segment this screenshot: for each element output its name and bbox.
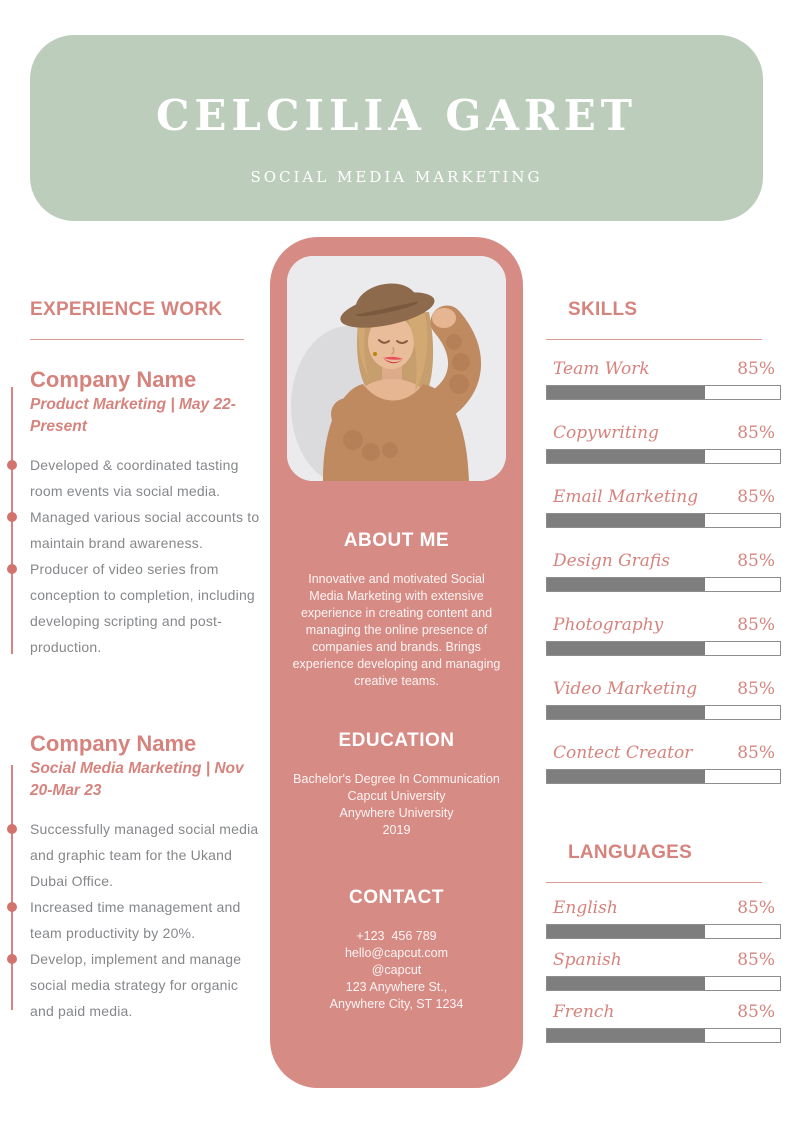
company-name: Company Name — [30, 366, 197, 392]
skill-row: Contect Creator 85% — [546, 742, 781, 784]
profile-photo — [287, 256, 506, 481]
skill-row: Email Marketing 85% — [546, 486, 781, 528]
skill-bar — [546, 448, 781, 464]
skill-bar-fill — [547, 705, 706, 719]
language-bar-fill — [547, 924, 706, 938]
job-entry: Company Name Social Media Marketing | No… — [7, 730, 260, 1024]
skill-value: 85% — [737, 678, 775, 699]
language-value: 85% — [737, 949, 775, 970]
languages-list: English 85% Spanish 85% French 85% — [546, 897, 781, 1043]
job-bullet: Producer of video series from conception… — [7, 556, 260, 660]
company-name: Company Name — [30, 730, 197, 756]
skill-bar — [546, 704, 781, 720]
skill-value: 85% — [737, 422, 775, 443]
skill-bar-fill — [547, 449, 706, 463]
job-bullet: Increased time management and team produ… — [7, 894, 260, 946]
job-bullet-list: Successfully managed social media and gr… — [7, 816, 260, 1024]
job-bullet: Develop, implement and manage social med… — [7, 946, 260, 1024]
experience-section: EXPERIENCE WORK Company Name Product Mar… — [7, 283, 260, 1024]
education-line: Bachelor's Degree In Communication — [293, 772, 500, 786]
language-bar-fill — [547, 1028, 706, 1042]
job-entry: Company Name Product Marketing | May 22-… — [7, 366, 260, 660]
contact-email: hello@capcut.com — [344, 946, 448, 960]
experience-divider — [30, 338, 244, 340]
contact-lines: +123 456 789 hello@capcut.com @capcut 12… — [270, 928, 523, 1013]
job-bullet: Developed & coordinated tasting room eve… — [7, 452, 260, 504]
skill-bar-fill — [547, 641, 706, 655]
language-label: French — [553, 1001, 615, 1022]
job-meta: Product Marketing | May 22-Present — [30, 395, 236, 435]
skill-value: 85% — [737, 742, 775, 763]
skill-label: Copywriting — [553, 422, 659, 443]
skill-bar-fill — [547, 513, 706, 527]
education-title: EDUCATION — [338, 730, 455, 751]
person-name: CELCILIA GARET — [155, 91, 638, 140]
skill-bar — [546, 640, 781, 656]
language-bar-fill — [547, 976, 706, 990]
about-text: Innovative and motivated Social Media Ma… — [292, 572, 501, 688]
skill-bar-fill — [547, 577, 706, 591]
languages-divider — [546, 881, 762, 883]
language-row: French 85% — [546, 1001, 781, 1043]
skill-bar — [546, 576, 781, 592]
timeline-line — [11, 764, 13, 1010]
education-line: Capcut University — [347, 789, 446, 803]
skill-bar-fill — [547, 385, 706, 399]
job-bullet-list: Developed & coordinated tasting room eve… — [7, 452, 260, 660]
contact-address-line1: 123 Anywhere St., — [345, 980, 448, 994]
language-bar — [546, 975, 781, 991]
person-role: SOCIAL MEDIA MARKETING — [250, 168, 543, 186]
skill-value: 85% — [737, 358, 775, 379]
skill-bar — [546, 384, 781, 400]
skills-section: SKILLS Team Work 85% Copywriting 85% Ema… — [546, 283, 781, 1053]
header-banner: CELCILIA GARET SOCIAL MEDIA MARKETING — [30, 35, 763, 221]
skill-label: Video Marketing — [553, 678, 698, 699]
education-lines: Bachelor's Degree In Communication Capcu… — [270, 771, 523, 839]
contact-title: CONTACT — [349, 887, 444, 908]
contact-address-line2: Anywhere City, ST 1234 — [329, 997, 464, 1011]
job-bullet: Managed various social accounts to maint… — [7, 504, 260, 556]
language-label: English — [553, 897, 618, 918]
skill-value: 85% — [737, 614, 775, 635]
skill-label: Photography — [553, 614, 664, 635]
contact-social: @capcut — [371, 963, 422, 977]
education-line: 2019 — [382, 823, 411, 837]
skill-value: 85% — [737, 550, 775, 571]
language-value: 85% — [737, 897, 775, 918]
skill-row: Copywriting 85% — [546, 422, 781, 464]
skills-list: Team Work 85% Copywriting 85% Email Mark… — [546, 358, 781, 784]
skill-row: Photography 85% — [546, 614, 781, 656]
about-title: ABOUT ME — [343, 530, 450, 551]
skill-bar — [546, 768, 781, 784]
skill-row: Video Marketing 85% — [546, 678, 781, 720]
job-meta: Social Media Marketing | Nov 20-Mar 23 — [30, 759, 244, 799]
skill-bar-fill — [547, 769, 706, 783]
skill-label: Team Work — [553, 358, 650, 379]
skills-divider — [546, 338, 762, 340]
skills-title: SKILLS — [568, 298, 638, 320]
language-row: English 85% — [546, 897, 781, 939]
language-bar — [546, 1027, 781, 1043]
skill-label: Email Marketing — [553, 486, 699, 507]
language-bar — [546, 923, 781, 939]
language-row: Spanish 85% — [546, 949, 781, 991]
job-bullet: Successfully managed social media and gr… — [7, 816, 260, 894]
profile-card: ABOUT ME Innovative and motivated Social… — [270, 237, 523, 1088]
languages-title: LANGUAGES — [568, 841, 693, 863]
skill-row: Team Work 85% — [546, 358, 781, 400]
education-line: Anywhere University — [339, 806, 454, 820]
skill-value: 85% — [737, 486, 775, 507]
contact-phone: +123 456 789 — [356, 929, 437, 943]
skill-label: Design Grafis — [553, 550, 670, 571]
skill-bar — [546, 512, 781, 528]
experience-title: EXPERIENCE WORK — [30, 298, 223, 320]
skill-label: Contect Creator — [553, 742, 693, 763]
portrait-illustration — [287, 256, 506, 481]
skill-row: Design Grafis 85% — [546, 550, 781, 592]
language-label: Spanish — [553, 949, 622, 970]
language-value: 85% — [737, 1001, 775, 1022]
